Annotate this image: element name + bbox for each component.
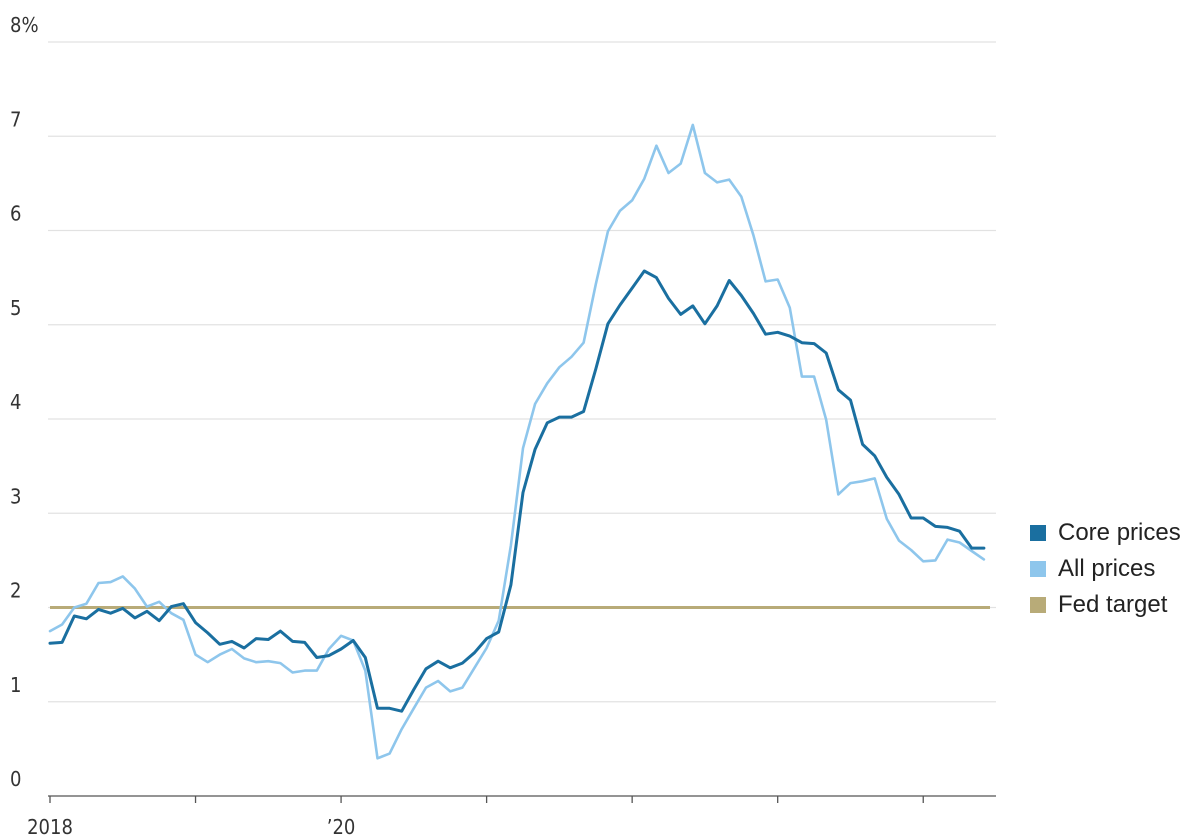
y-tick-label: 2	[10, 579, 21, 603]
series-line-core-prices	[48, 269, 986, 713]
x-tick-label: ’20	[327, 815, 356, 837]
y-tick-label: 3	[10, 484, 21, 508]
legend-swatch	[1030, 525, 1046, 541]
legend-label: All prices	[1058, 555, 1156, 582]
y-tick-label: 4	[10, 390, 21, 414]
series-line-all-prices	[48, 123, 986, 760]
legend-item-all-prices: All prices	[1030, 551, 1181, 587]
x-tick-label: 2018	[27, 815, 73, 837]
legend-swatch	[1030, 561, 1046, 577]
legend: Core prices All prices Fed target	[1030, 515, 1181, 623]
y-tick-label: 5	[10, 296, 21, 320]
y-tick-label: 7	[10, 107, 21, 131]
y-tick-label: 8%	[10, 13, 39, 37]
x-axis: 2018 ’20	[27, 795, 996, 837]
y-tick-label: 1	[10, 673, 21, 697]
legend-item-core-prices: Core prices	[1030, 515, 1181, 551]
legend-label: Core prices	[1058, 519, 1181, 546]
legend-item-fed-target: Fed target	[1030, 587, 1181, 623]
y-tick-label: 6	[10, 202, 21, 226]
y-tick-label: 0	[10, 767, 21, 791]
series-lines	[48, 123, 990, 760]
legend-swatch	[1030, 597, 1046, 613]
gridlines	[48, 41, 996, 703]
y-axis-labels: 0 1 2 3 4 5 6 7 8%	[10, 13, 39, 791]
legend-label: Fed target	[1058, 591, 1168, 618]
